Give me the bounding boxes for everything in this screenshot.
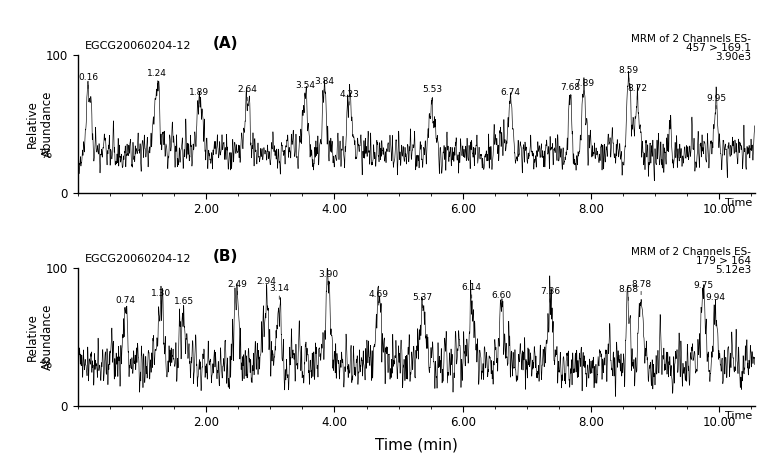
Text: 3.90e3: 3.90e3 bbox=[715, 52, 752, 62]
Text: 9.94: 9.94 bbox=[706, 293, 726, 308]
Text: 5.12e3: 5.12e3 bbox=[715, 265, 752, 275]
Text: 1.65: 1.65 bbox=[173, 297, 194, 312]
X-axis label: Time (min): Time (min) bbox=[375, 437, 457, 452]
Text: 3.14: 3.14 bbox=[269, 284, 289, 299]
Text: 8.78: 8.78 bbox=[631, 279, 651, 295]
Text: (A): (A) bbox=[213, 36, 239, 51]
Text: 2.94: 2.94 bbox=[257, 277, 276, 292]
Text: 6.74: 6.74 bbox=[500, 88, 520, 103]
Text: MRM of 2 Channels ES-: MRM of 2 Channels ES- bbox=[631, 247, 752, 257]
Text: %: % bbox=[40, 358, 51, 371]
Text: 3.84: 3.84 bbox=[314, 77, 335, 92]
Text: %: % bbox=[40, 148, 51, 161]
Text: 8.59: 8.59 bbox=[619, 66, 639, 82]
Text: MRM of 2 Channels ES-: MRM of 2 Channels ES- bbox=[631, 34, 752, 44]
Text: 9.95: 9.95 bbox=[706, 94, 726, 109]
Text: 3.54: 3.54 bbox=[295, 81, 315, 96]
Text: 457 > 169.1: 457 > 169.1 bbox=[686, 43, 752, 53]
Text: Time: Time bbox=[725, 411, 752, 421]
Text: 2.64: 2.64 bbox=[237, 85, 257, 100]
Y-axis label: Relative
Abundance: Relative Abundance bbox=[26, 91, 54, 157]
Text: 7.68: 7.68 bbox=[560, 83, 580, 98]
Text: 2.49: 2.49 bbox=[228, 279, 247, 295]
Text: Time: Time bbox=[725, 198, 752, 208]
Text: 3.90: 3.90 bbox=[318, 270, 338, 285]
Text: 4.23: 4.23 bbox=[339, 90, 359, 105]
Text: 0.16: 0.16 bbox=[78, 73, 98, 89]
Text: 0.74: 0.74 bbox=[115, 296, 135, 311]
Text: 4.69: 4.69 bbox=[369, 290, 389, 305]
Text: 5.53: 5.53 bbox=[422, 85, 443, 100]
Text: 5.37: 5.37 bbox=[412, 293, 433, 308]
Text: 8.58: 8.58 bbox=[619, 285, 638, 301]
Text: EGCG20060204-12: EGCG20060204-12 bbox=[85, 254, 191, 264]
Text: 7.89: 7.89 bbox=[574, 79, 594, 94]
Text: (B): (B) bbox=[213, 249, 239, 264]
Text: 179 > 164: 179 > 164 bbox=[696, 256, 752, 266]
Text: 8.72: 8.72 bbox=[627, 84, 647, 100]
Text: 9.75: 9.75 bbox=[693, 281, 713, 296]
Text: 1.30: 1.30 bbox=[151, 289, 171, 304]
Text: 6.60: 6.60 bbox=[491, 291, 511, 306]
Text: 7.36: 7.36 bbox=[540, 287, 560, 302]
Text: EGCG20060204-12: EGCG20060204-12 bbox=[85, 41, 191, 51]
Text: 6.14: 6.14 bbox=[461, 283, 482, 298]
Text: 1.24: 1.24 bbox=[147, 69, 167, 84]
Y-axis label: Relative
Abundance: Relative Abundance bbox=[26, 304, 54, 370]
Text: 1.89: 1.89 bbox=[189, 88, 209, 103]
